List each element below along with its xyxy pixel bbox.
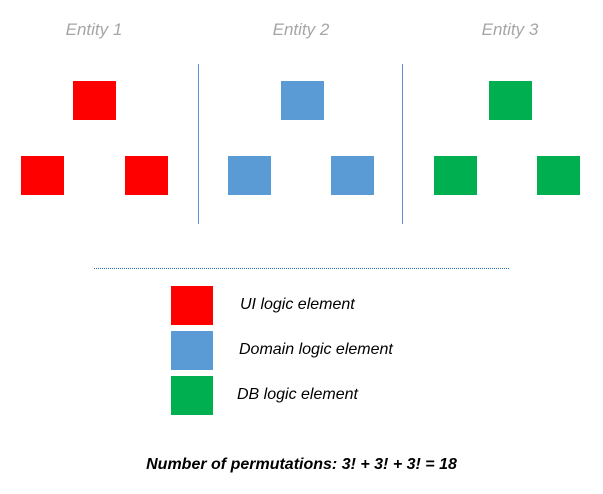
permutations-formula: Number of permutations: 3! + 3! + 3! = 1… <box>146 456 457 473</box>
legend-swatch-domain <box>171 331 213 370</box>
legend-label-db: DB logic element <box>237 386 358 403</box>
entity-2-title: Entity 2 <box>272 20 330 39</box>
legend-label-domain: Domain logic element <box>239 341 393 358</box>
entity-divider-2 <box>402 64 403 224</box>
entity-2-block-top <box>281 81 324 120</box>
entity-3-block-top <box>489 81 532 120</box>
entity-1-block-left <box>21 156 64 195</box>
entity-1-title: Entity 1 <box>65 20 123 39</box>
entity-3-title: Entity 3 <box>481 20 539 39</box>
entity-3-block-right <box>537 156 580 195</box>
entity-1-block-right <box>125 156 168 195</box>
legend-swatch-ui <box>171 286 213 325</box>
entity-3-block-left <box>434 156 477 195</box>
entity-divider-1 <box>198 64 199 224</box>
entity-1-block-top <box>73 81 116 120</box>
entity-2-block-right <box>331 156 374 195</box>
legend-swatch-db <box>171 376 213 415</box>
entity-2-block-left <box>228 156 271 195</box>
legend-divider <box>94 268 509 269</box>
legend-label-ui: UI logic element <box>240 296 355 313</box>
